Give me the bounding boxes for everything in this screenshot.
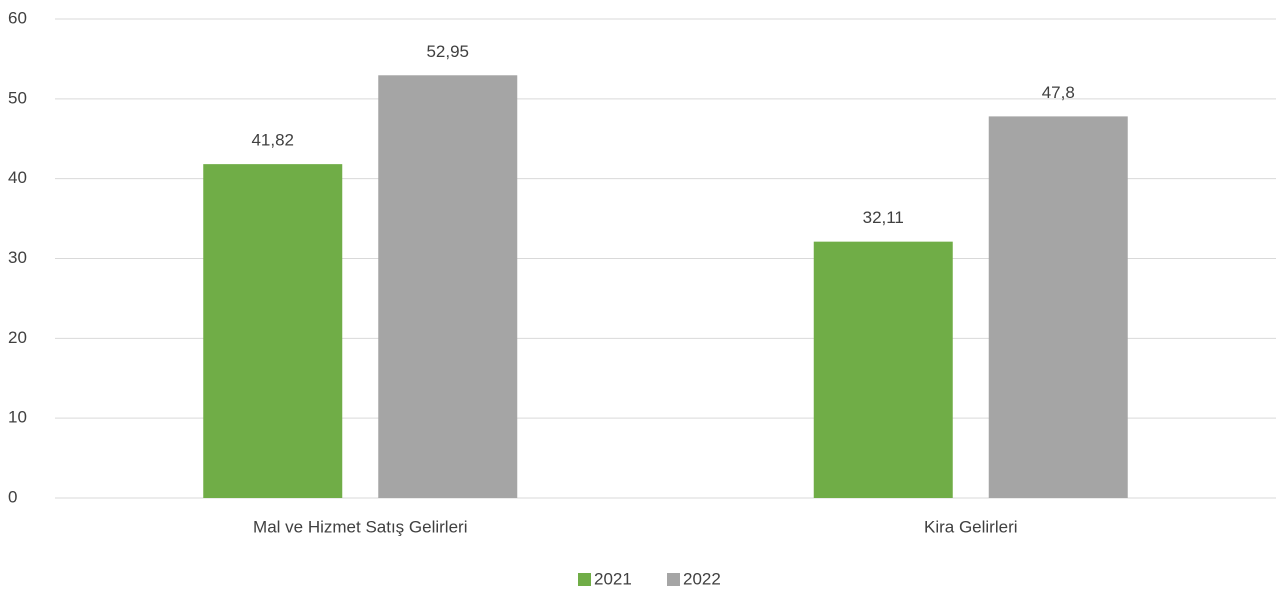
legend-label: 2021: [594, 569, 632, 588]
data-label: 47,8: [1042, 83, 1075, 102]
y-tick-label: 60: [8, 8, 27, 27]
data-label: 52,95: [426, 42, 469, 61]
y-tick-label: 0: [8, 487, 17, 506]
data-label: 41,82: [251, 131, 294, 150]
y-tick-label: 40: [8, 168, 27, 187]
y-tick-label: 50: [8, 88, 27, 107]
data-label: 32,11: [863, 208, 904, 227]
bar: [203, 164, 343, 498]
legend-label: 2022: [683, 569, 721, 588]
bar: [378, 75, 518, 498]
bar: [988, 116, 1128, 498]
bar: [813, 241, 953, 499]
legend-swatch: [667, 573, 680, 586]
x-tick-label: Mal ve Hizmet Satış Gelirleri: [253, 517, 467, 536]
y-tick-label: 20: [8, 328, 27, 347]
legend-swatch: [578, 573, 591, 586]
y-tick-label: 30: [8, 248, 27, 267]
y-tick-label: 10: [8, 408, 27, 427]
x-tick-label: Kira Gelirleri: [924, 517, 1018, 536]
